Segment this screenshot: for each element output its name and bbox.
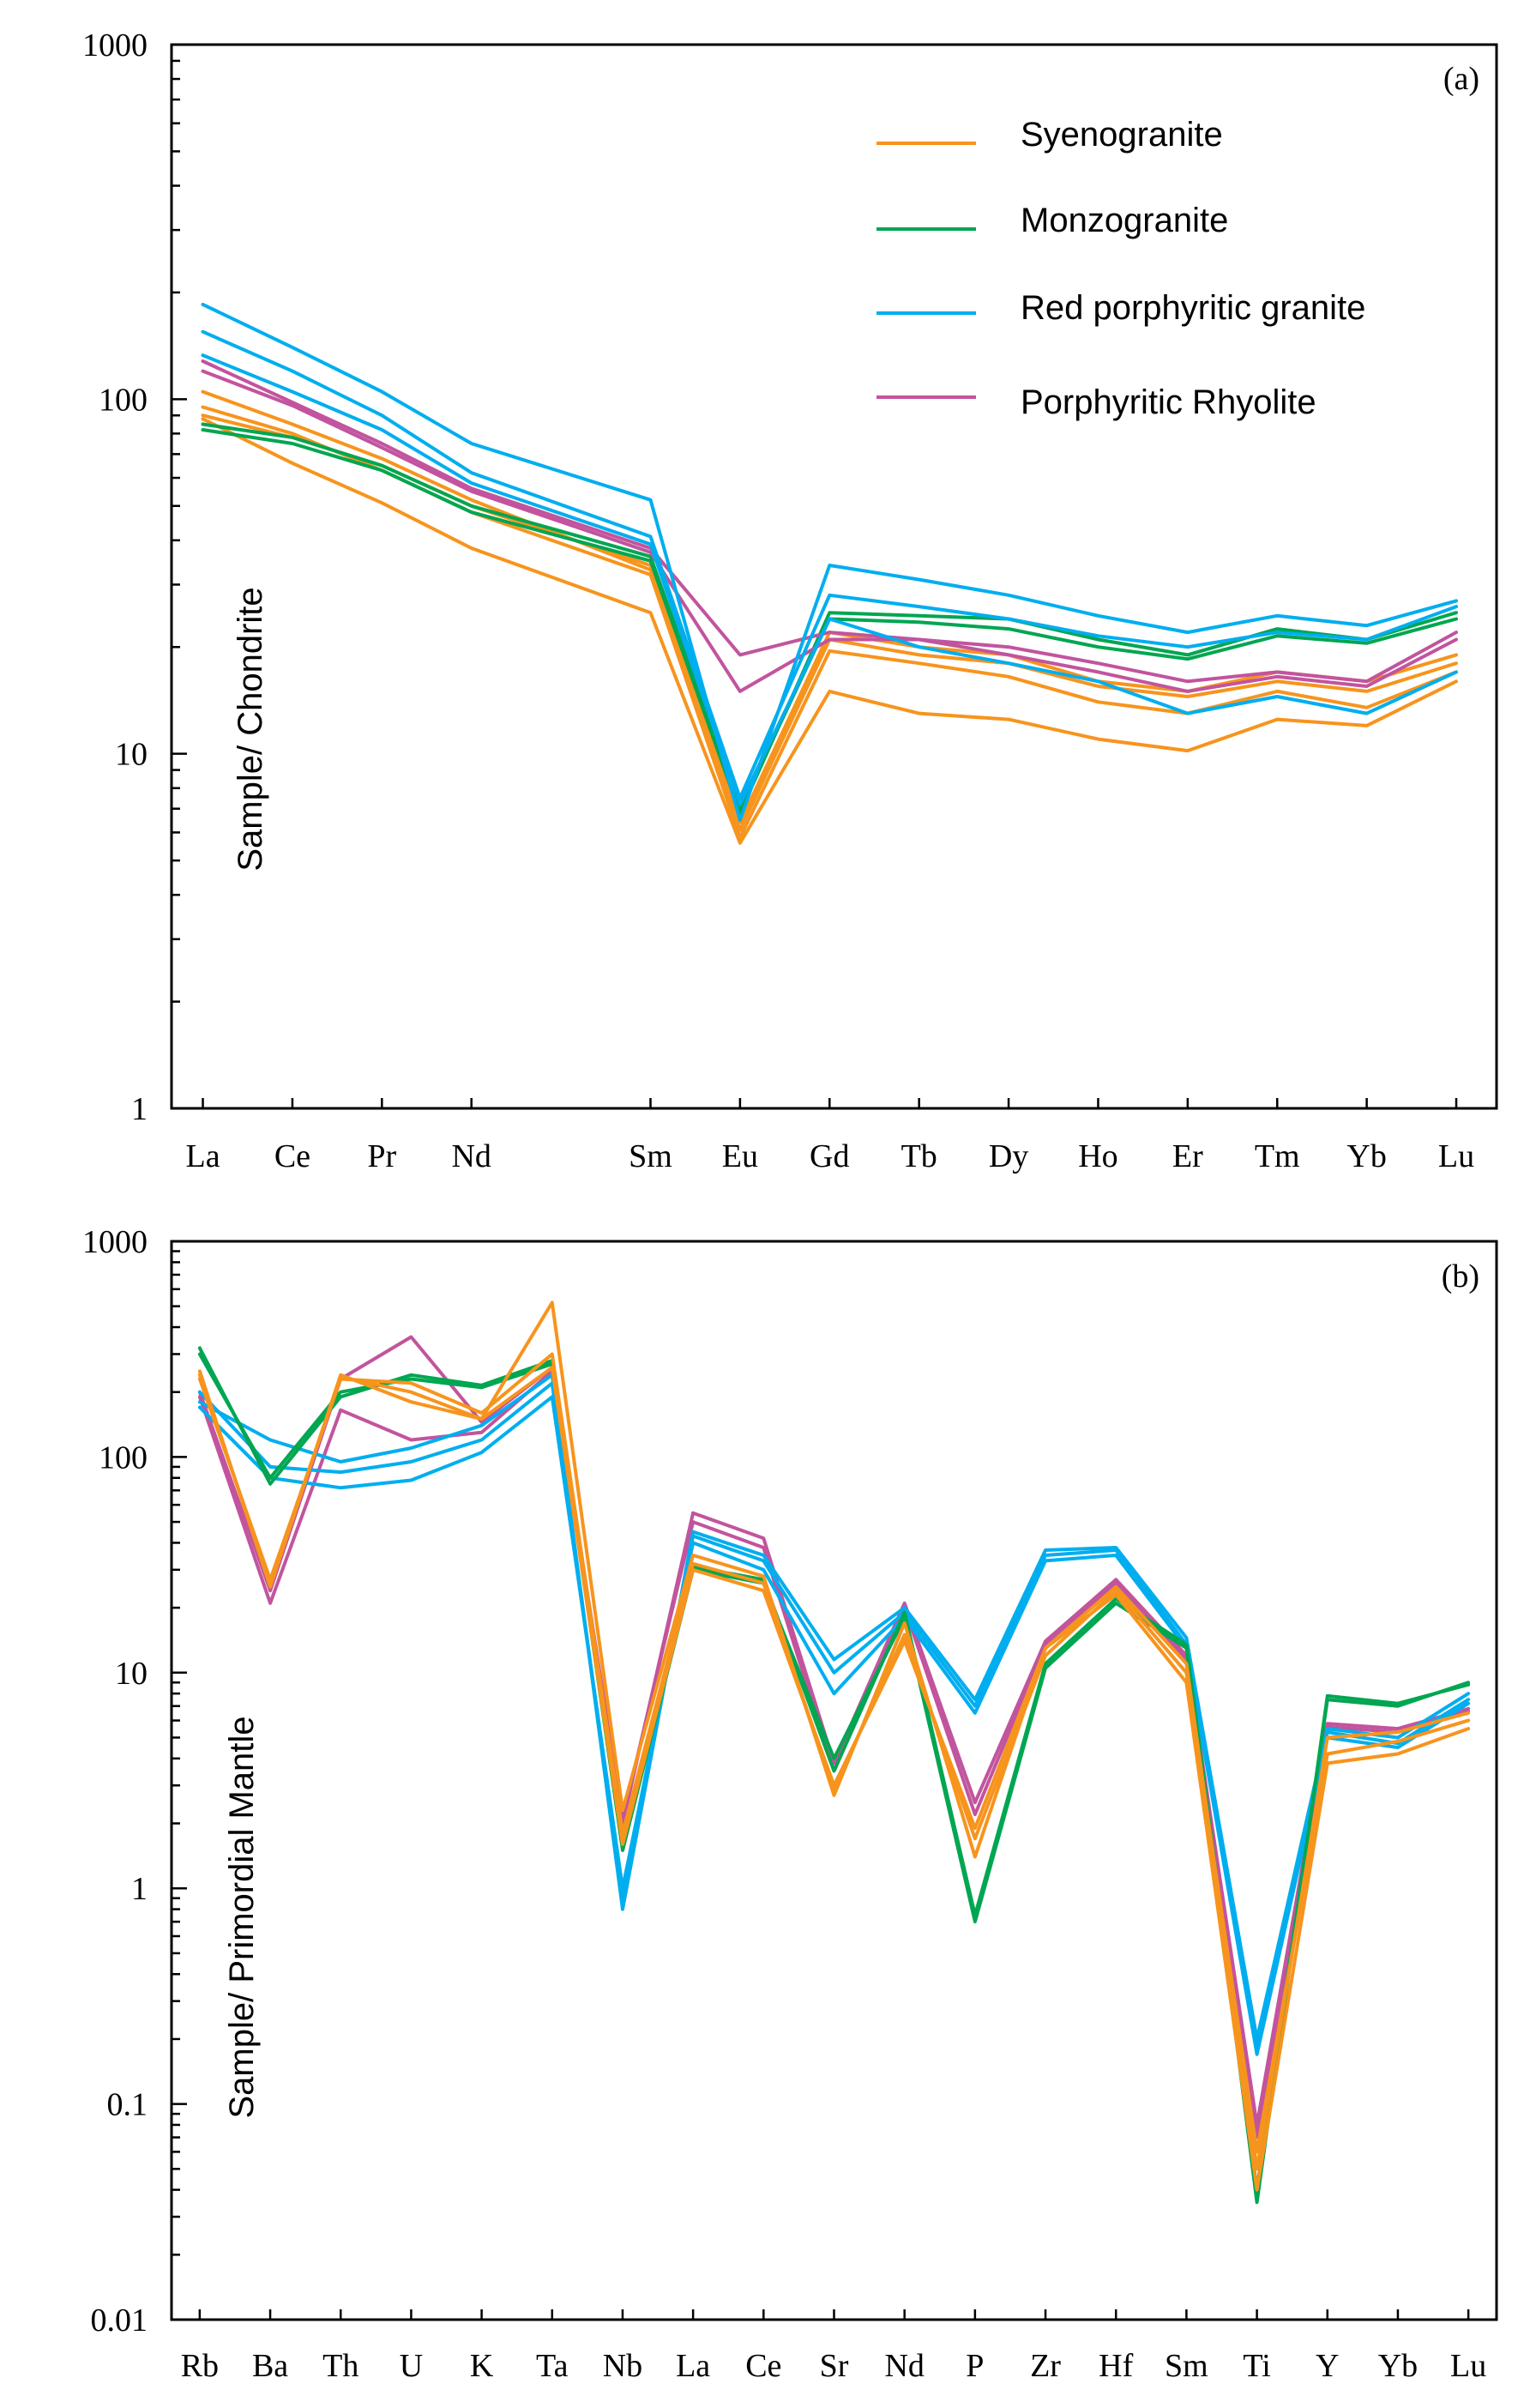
series-line-syenogranite-0: [197, 1301, 1471, 2192]
series-line-porphyritic-rhyolite-10: [201, 369, 1458, 693]
x-tick-label-ce: Ce: [745, 2348, 781, 2384]
x-tick-label-zr: Zr: [1030, 2348, 1061, 2384]
x-tick-label-ce: Ce: [274, 1138, 310, 1174]
series-line-monzogranite-3: [197, 1346, 1471, 2205]
chart-a-x-ticks: La Ce Pr Nd Sm Eu Gd Tb Dy Ho Er Tm Yb Lu: [185, 1098, 1474, 1174]
x-tick-label-tb: Tb: [901, 1138, 937, 1174]
x-tick-label-ho: Ho: [1078, 1138, 1117, 1174]
chart-a-series: [201, 302, 1458, 845]
x-tick-label-er: Er: [1172, 1138, 1203, 1174]
series-line-porphyritic-rhyolite-8: [197, 1369, 1471, 2127]
chart-b-panel-label: (b): [1442, 1258, 1479, 1295]
x-tick-label-la: La: [676, 2348, 710, 2384]
chart-b-x-ticks: Rb Ba Th U K Ta Nb La Ce Sr Nd P Zr Hf Sm Ti Y Yb Lu: [181, 2309, 1486, 2384]
x-tick-label-nb: Nb: [603, 2348, 642, 2384]
x-tick-label-hf: Hf: [1099, 2348, 1133, 2384]
x-tick-label-la: La: [185, 1138, 220, 1174]
series-line-syenogranite-1: [197, 1352, 1471, 2154]
chart-b: 0.01 0.1 1 10 100 1000 Rb Ba Th U K Ta Nb La Ce Sr Nd P Z…: [82, 1224, 1498, 2384]
x-tick-label-y: Y: [1316, 2348, 1339, 2384]
chart-a-panel-label: (a): [1443, 61, 1479, 97]
x-tick-label-sm: Sm: [1165, 2348, 1208, 2384]
x-tick-label-yb: Yb: [1378, 2348, 1418, 2384]
x-tick-label-sm: Sm: [629, 1138, 672, 1174]
x-tick-label-lu: Lu: [1438, 1138, 1474, 1174]
x-tick-label-dy: Dy: [989, 1138, 1028, 1174]
x-tick-label-tm: Tm: [1255, 1138, 1300, 1174]
x-tick-label-nd: Nd: [451, 1138, 491, 1174]
y-tick-label: 10: [115, 737, 148, 773]
chart-b-y-ticks: 0.01 0.1 1 10 100 1000: [82, 1224, 187, 2339]
y-tick-label: 1: [131, 1091, 148, 1127]
y-tick-label: 1: [131, 1871, 148, 1907]
y-tick-label: 0.1: [107, 2087, 148, 2123]
y-tick-label: 100: [99, 382, 148, 418]
series-line-syenogranite-0: [201, 389, 1458, 832]
series-line-red-porphyritic-granite-7: [197, 1395, 1471, 2056]
x-tick-label-nd: Nd: [884, 2348, 924, 2384]
x-tick-label-k: K: [470, 2348, 494, 2384]
series-line-porphyritic-rhyolite-9: [201, 359, 1458, 684]
chart-a-frame: [170, 43, 1498, 1110]
legend-porphyritic-rhyolite-label: Porphyritic Rhyolite: [1021, 383, 1316, 421]
series-line-red-porphyritic-granite-6: [201, 302, 1458, 822]
chart-b-y-axis-title: Sample/ Primordial Mantle: [223, 1716, 261, 2118]
y-tick-label: 0.01: [91, 2302, 148, 2339]
series-line-monzogranite-5: [201, 422, 1458, 811]
series-line-syenogranite-2: [197, 1366, 1471, 2171]
y-tick-label: 1000: [82, 27, 148, 63]
chart-b-series: [197, 1301, 1471, 2205]
series-line-red-porphyritic-granite-7: [201, 329, 1458, 800]
x-tick-label-th: Th: [322, 2348, 358, 2384]
x-tick-label-ba: Ba: [252, 2348, 288, 2384]
x-tick-label-gd: Gd: [810, 1138, 849, 1174]
legend-syenogranite-label: Syenogranite: [1021, 116, 1223, 154]
chart-a-y-ticks: 1 10 100 1000: [82, 27, 187, 1127]
x-tick-label-ti: Ti: [1243, 2348, 1270, 2384]
y-tick-label: 100: [99, 1439, 148, 1476]
x-tick-label-yb: Yb: [1346, 1138, 1386, 1174]
chart-a-legend: Syenogranite Monzogranite Red porphyriti…: [876, 116, 1365, 421]
x-tick-label-p: P: [966, 2348, 984, 2384]
series-line-syenogranite-2: [201, 417, 1458, 845]
x-tick-label-sr: Sr: [820, 2348, 849, 2384]
x-tick-label-lu: Lu: [1450, 2348, 1486, 2384]
legend-monzogranite-label: Monzogranite: [1021, 202, 1228, 239]
x-tick-label-rb: Rb: [181, 2348, 219, 2384]
legend-red-porphyritic-granite-label: Red porphyritic granite: [1021, 289, 1365, 327]
x-tick-label-eu: Eu: [722, 1138, 758, 1174]
x-tick-label-ta: Ta: [536, 2348, 569, 2384]
series-line-red-porphyritic-granite-8: [201, 353, 1458, 806]
chart-a-y-axis-title: Sample/ Chondrite: [232, 587, 269, 871]
x-tick-label-u: U: [400, 2348, 423, 2384]
y-tick-label: 10: [115, 1656, 148, 1692]
x-tick-label-pr: Pr: [367, 1138, 396, 1174]
chart-a-plot-area: [170, 43, 1498, 1110]
y-tick-label: 1000: [82, 1224, 148, 1260]
